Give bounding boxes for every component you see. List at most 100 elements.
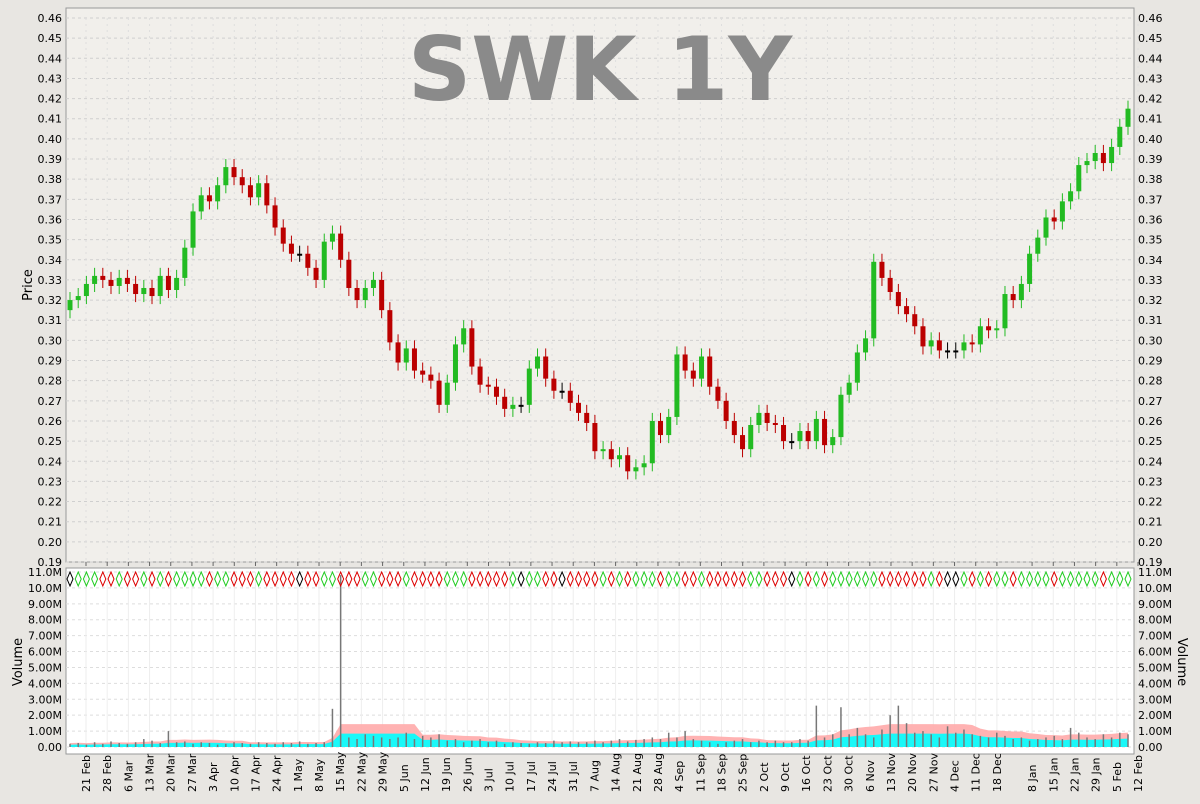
signal-marker xyxy=(410,570,419,588)
candle-body xyxy=(174,277,180,290)
signal-marker xyxy=(123,570,131,588)
x-tick-label: 8 May xyxy=(313,758,326,792)
x-tick-label: 20 Nov xyxy=(906,753,919,792)
volume-tick-label: 9.00M xyxy=(28,598,62,611)
price-tick-label: 0.26 xyxy=(1138,415,1163,428)
signal-marker xyxy=(369,570,378,588)
signal-marker xyxy=(451,570,460,588)
candle-body xyxy=(534,356,540,369)
candle-body xyxy=(600,449,606,452)
signal-marker xyxy=(640,570,648,588)
candle-body xyxy=(846,382,852,395)
candle-body xyxy=(165,275,171,290)
signal-marker xyxy=(328,570,336,588)
signal-marker xyxy=(107,570,115,588)
signal-marker xyxy=(903,570,911,588)
signal-marker xyxy=(763,570,771,588)
price-tick-label: 0.44 xyxy=(1138,52,1163,65)
signal-marker xyxy=(189,570,197,588)
volume-panel xyxy=(65,567,1135,755)
x-tick-label: 5 Jun xyxy=(398,764,411,792)
price-tick-label: 0.28 xyxy=(38,375,63,388)
candle-body xyxy=(354,287,360,301)
x-tick-label: 16 Oct xyxy=(800,755,813,792)
x-tick-label: 13 Mar xyxy=(144,753,157,792)
signal-marker xyxy=(615,570,624,588)
price-tick-label: 0.30 xyxy=(1138,334,1163,347)
price-tick-label: 0.27 xyxy=(1138,395,1163,408)
candle-body xyxy=(633,467,639,472)
price-tick-label: 0.40 xyxy=(38,133,63,146)
candle-body xyxy=(928,340,934,347)
candle-body xyxy=(477,366,483,385)
signal-marker xyxy=(148,570,156,588)
candle-body xyxy=(674,354,680,417)
price-tick-label: 0.25 xyxy=(1138,435,1163,448)
candle-body xyxy=(912,314,918,327)
signal-marker xyxy=(1099,570,1107,588)
candle-body xyxy=(1002,294,1008,329)
candle-body xyxy=(715,386,721,401)
x-tick-label: 10 Apr xyxy=(228,755,241,792)
x-tick-label: 11 Dec xyxy=(970,753,983,792)
candle-body xyxy=(625,455,631,472)
volume-bars xyxy=(69,575,1129,747)
signal-marker xyxy=(312,570,320,588)
signal-marker xyxy=(427,570,435,588)
price-tick-label: 0.36 xyxy=(38,213,63,226)
signal-marker xyxy=(689,570,697,588)
signal-marker xyxy=(1091,570,1099,588)
signal-marker xyxy=(304,570,312,588)
signal-marker xyxy=(509,570,517,588)
x-tick-label: 9 Oct xyxy=(779,762,792,792)
signal-marker xyxy=(287,570,295,588)
x-tick-label: 12 Jun xyxy=(419,757,432,792)
x-tick-label: 13 Nov xyxy=(885,753,898,792)
candle-body xyxy=(953,350,959,353)
signal-marker xyxy=(361,570,369,588)
x-tick-label: 15 Jan xyxy=(1047,758,1060,792)
price-tick-label: 0.21 xyxy=(1138,516,1163,529)
candle-body xyxy=(682,354,688,371)
signal-marker xyxy=(952,570,960,588)
candles xyxy=(67,100,1131,480)
price-tick-label: 0.44 xyxy=(38,52,63,65)
x-tick-label: 18 Dec xyxy=(991,753,1004,792)
signal-marker xyxy=(665,570,673,588)
signal-marker xyxy=(1067,570,1075,588)
candle-body xyxy=(149,287,155,297)
price-tick-label: 0.22 xyxy=(38,496,63,509)
signal-marker xyxy=(492,570,501,588)
price-tick-label: 0.42 xyxy=(1138,93,1163,106)
price-tick-label: 0.28 xyxy=(1138,375,1163,388)
candle-body xyxy=(239,177,245,186)
volume-axis-label-left: Volume xyxy=(11,638,26,686)
signal-marker xyxy=(230,570,238,588)
candle-body xyxy=(485,384,491,387)
signal-marker xyxy=(345,570,353,588)
signal-marker xyxy=(74,570,82,588)
signal-marker xyxy=(115,570,123,588)
signal-marker xyxy=(878,570,886,588)
candle-body xyxy=(1027,253,1033,284)
price-tick-label: 0.27 xyxy=(38,395,63,408)
candle-body xyxy=(559,390,565,393)
signal-marker xyxy=(697,570,706,588)
price-tick-label: 0.43 xyxy=(1138,72,1163,85)
x-tick-label: 28 Aug xyxy=(652,753,665,792)
price-tick-label: 0.35 xyxy=(1138,234,1163,247)
signal-marker xyxy=(976,570,984,588)
signal-marker xyxy=(140,570,148,588)
volume-tick-label: 0.00 xyxy=(1138,741,1163,754)
price-tick-label: 0.26 xyxy=(38,415,63,428)
signal-marker xyxy=(271,570,279,588)
x-tick-label: 3 Jul xyxy=(482,768,495,792)
candle-body xyxy=(789,441,795,444)
x-tick-label: 3 Apr xyxy=(207,762,220,792)
price-tick-label: 0.41 xyxy=(1138,113,1163,126)
signal-marker xyxy=(944,570,952,588)
signal-marker xyxy=(238,570,246,588)
candle-body xyxy=(1059,201,1065,222)
signal-marker xyxy=(1001,570,1009,588)
signal-marker xyxy=(1026,570,1034,588)
